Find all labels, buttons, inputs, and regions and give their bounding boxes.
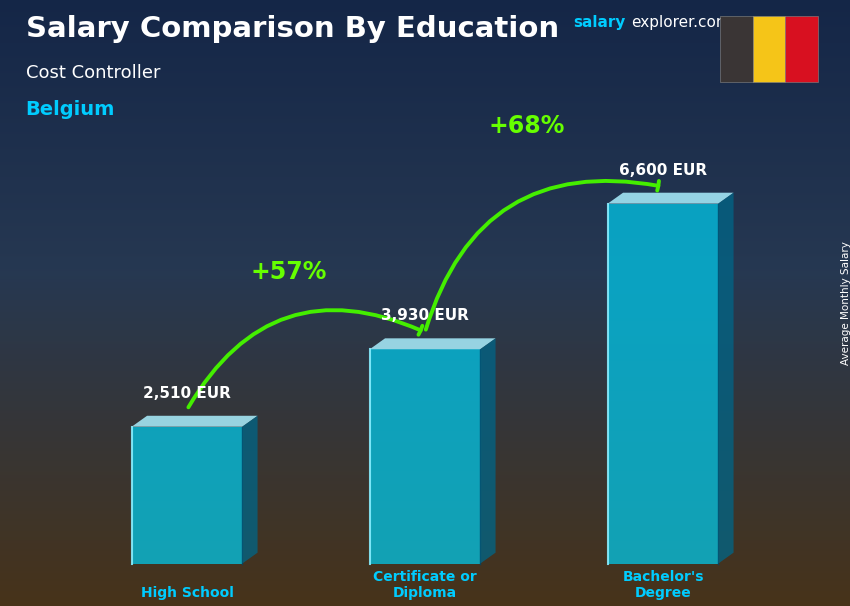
Bar — [132, 427, 242, 564]
Text: +57%: +57% — [251, 259, 327, 284]
Bar — [752, 16, 785, 82]
Text: +68%: +68% — [489, 114, 565, 138]
Text: High School: High School — [140, 586, 234, 600]
Text: salary: salary — [574, 15, 626, 30]
Polygon shape — [370, 338, 496, 349]
Polygon shape — [242, 416, 258, 564]
Text: Cost Controller: Cost Controller — [26, 64, 160, 82]
Text: 6,600 EUR: 6,600 EUR — [619, 162, 707, 178]
Polygon shape — [132, 416, 258, 427]
Polygon shape — [608, 193, 734, 204]
Text: 2,510 EUR: 2,510 EUR — [143, 385, 231, 401]
Polygon shape — [480, 338, 496, 564]
Bar — [370, 349, 480, 564]
Text: Certificate or
Diploma: Certificate or Diploma — [373, 570, 477, 600]
Text: explorer.com: explorer.com — [632, 15, 731, 30]
Polygon shape — [718, 193, 734, 564]
Bar — [720, 16, 752, 82]
Text: 3,930 EUR: 3,930 EUR — [381, 308, 469, 323]
Bar — [608, 204, 718, 564]
Text: Belgium: Belgium — [26, 100, 115, 119]
Text: Bachelor's
Degree: Bachelor's Degree — [622, 570, 704, 600]
Text: Average Monthly Salary: Average Monthly Salary — [841, 241, 850, 365]
Text: Salary Comparison By Education: Salary Comparison By Education — [26, 15, 558, 43]
Bar — [785, 16, 818, 82]
